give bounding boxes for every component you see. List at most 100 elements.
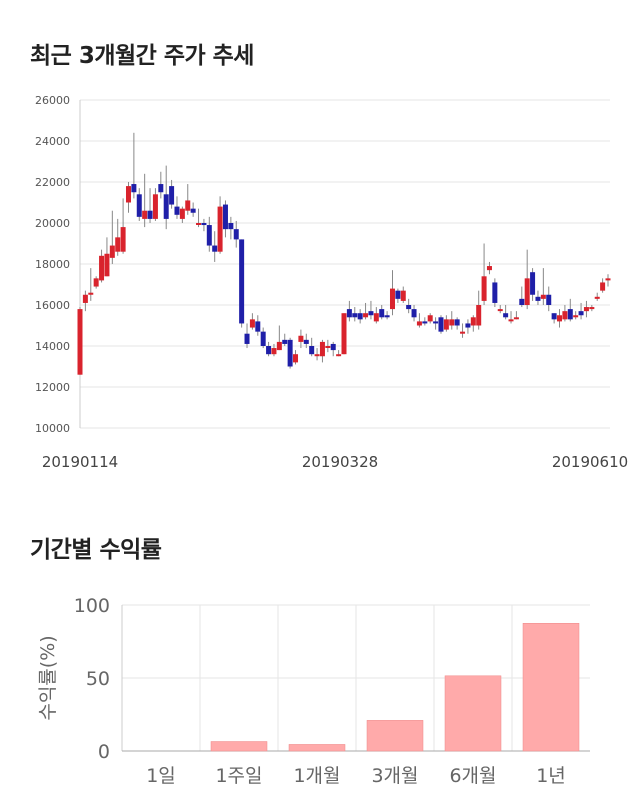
- candle-body: [136, 194, 142, 217]
- candle-body: [433, 321, 439, 324]
- candle-body: [104, 253, 110, 277]
- candle-body: [169, 186, 175, 205]
- candle-body: [260, 331, 266, 346]
- candle-body: [99, 255, 105, 281]
- candle-body: [206, 225, 212, 246]
- candle-body: [486, 266, 492, 271]
- candle-body: [282, 339, 288, 344]
- returns-y-axis-label: 수익률(%): [37, 635, 59, 720]
- candle-body: [212, 245, 218, 252]
- candle-body: [293, 354, 299, 363]
- candle-body: [535, 296, 541, 301]
- candle-body: [492, 282, 498, 303]
- candle-body: [465, 323, 471, 328]
- candle-body: [497, 309, 503, 312]
- price-trend-title: 최근 3개월간 주가 추세: [30, 43, 254, 69]
- candle-body: [163, 194, 169, 219]
- returns-x-tick-label: 3개월: [371, 765, 418, 787]
- candle-body: [389, 288, 395, 310]
- returns-bar: [288, 744, 346, 752]
- candle-body: [363, 313, 369, 318]
- candle-body: [438, 317, 444, 332]
- candle-body: [411, 309, 417, 318]
- price-x-tick-label: 20190114: [42, 453, 118, 471]
- candle-body: [481, 276, 487, 301]
- price-y-tick-label: 12000: [35, 381, 70, 394]
- candle-body: [551, 313, 557, 320]
- candle-body: [131, 184, 137, 193]
- candle-body: [567, 309, 573, 320]
- candle-body: [605, 278, 611, 281]
- candle-body: [519, 298, 525, 305]
- candle-body: [368, 311, 374, 316]
- candle-body: [319, 341, 325, 357]
- candle-body: [82, 294, 88, 303]
- candle-body: [379, 309, 385, 318]
- candle-body: [400, 290, 406, 301]
- candle-body: [422, 321, 428, 324]
- candle-body: [476, 305, 482, 326]
- candle-body: [530, 272, 536, 295]
- candle-body: [314, 354, 320, 357]
- price-y-tick-label: 10000: [35, 422, 70, 435]
- candlestick-chart: 10000 12000 14000 16000 18000 20000 22000 24000…: [35, 94, 628, 471]
- candle-body: [540, 294, 546, 299]
- candle-body: [77, 309, 83, 375]
- candle-body: [228, 223, 234, 230]
- candle-body: [190, 208, 196, 213]
- price-y-tick-label: 24000: [35, 135, 70, 148]
- returns-x-tick-label: 1개월: [293, 765, 340, 787]
- candle-body: [503, 313, 509, 318]
- candle-body: [185, 200, 191, 211]
- price-y-tick-label: 20000: [35, 217, 70, 230]
- returns-y-tick-label: 100: [74, 595, 110, 617]
- price-y-tick-label: 26000: [35, 94, 70, 107]
- candle-body: [373, 313, 379, 322]
- candle-body: [594, 296, 600, 299]
- candle-body: [233, 229, 239, 240]
- returns-bar: [522, 623, 580, 752]
- candle-body: [244, 333, 250, 344]
- price-y-tick-label: 16000: [35, 299, 70, 312]
- candle-body: [120, 227, 126, 252]
- candle-body: [508, 319, 514, 322]
- candle-body: [222, 204, 228, 230]
- candle-body: [416, 321, 422, 326]
- candle-body: [303, 339, 309, 344]
- candle-body: [179, 208, 185, 219]
- candle-body: [276, 341, 282, 351]
- returns-x-tick-label: 1년: [536, 765, 566, 787]
- candle-body: [298, 335, 304, 342]
- returns-bar: [366, 720, 424, 752]
- candle-body: [443, 319, 449, 330]
- candle-body: [93, 278, 99, 287]
- candle-body: [309, 346, 315, 355]
- candle-body: [600, 282, 606, 291]
- candle-body: [384, 315, 390, 318]
- returns-title: 기간별 수익률: [30, 537, 162, 563]
- returns-x-tick-label: 1일: [146, 765, 176, 787]
- candle-body: [152, 194, 158, 219]
- candle-body: [266, 346, 272, 355]
- candle-body: [325, 346, 331, 348]
- price-y-tick-label: 18000: [35, 258, 70, 271]
- candle-body: [287, 339, 293, 367]
- candle-body: [449, 319, 455, 326]
- candle-body: [346, 309, 352, 318]
- candle-body: [454, 319, 460, 326]
- candle-body: [427, 315, 433, 322]
- candle-body: [573, 315, 579, 318]
- candle-body: [125, 186, 131, 203]
- candle-body: [196, 223, 202, 225]
- price-x-tick-label: 20190328: [302, 453, 378, 471]
- candle-body: [562, 311, 568, 320]
- returns-bar: [444, 675, 502, 752]
- returns-y-tick-label: 0: [98, 741, 110, 763]
- candle-body: [330, 343, 336, 351]
- candle-body: [546, 294, 552, 305]
- candle-body: [174, 206, 180, 215]
- returns-bar: [210, 741, 268, 752]
- candle-body: [470, 317, 476, 326]
- returns-x-tick-label: 6개월: [449, 765, 496, 787]
